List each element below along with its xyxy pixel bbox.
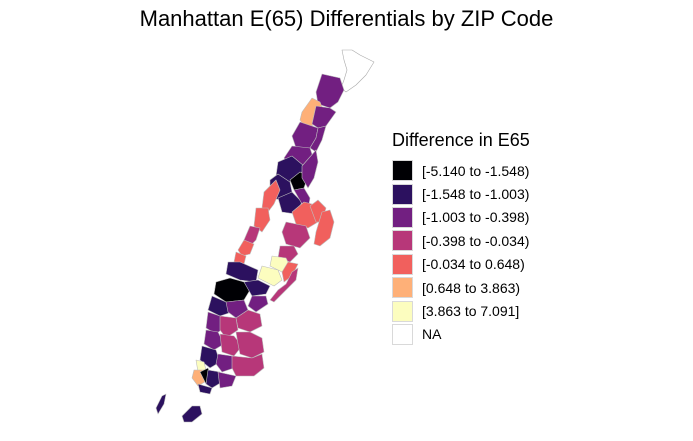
legend-label: [-1.548 to -1.003)	[422, 186, 530, 203]
legend: Difference in E65 [-5.140 to -1.548) [-1…	[392, 130, 530, 346]
legend-item: [-0.398 to -0.034)	[392, 229, 530, 252]
zip-region	[197, 383, 213, 395]
legend-swatch	[392, 230, 413, 252]
zip-region	[301, 149, 319, 189]
legend-label: [-5.140 to -1.548)	[422, 162, 530, 179]
zip-region	[313, 209, 335, 247]
zip-region	[217, 371, 237, 389]
zip-region	[215, 353, 235, 373]
zip-region	[253, 207, 271, 233]
legend-item: [-1.003 to -0.398)	[392, 206, 530, 229]
legend-item: [-0.034 to 0.648)	[392, 253, 530, 276]
zip-region	[203, 329, 225, 351]
zip-region	[199, 345, 221, 369]
zip-region	[219, 315, 239, 339]
zip-region	[181, 405, 203, 423]
legend-swatch	[392, 277, 413, 299]
zip-region	[231, 353, 265, 377]
zip-region	[281, 261, 299, 283]
legend-swatch	[392, 206, 413, 228]
legend-item: [0.648 to 3.863)	[392, 276, 530, 299]
zip-region	[311, 105, 337, 129]
legend-label: [0.648 to 3.863)	[422, 279, 521, 296]
legend-item: [3.863 to 7.091]	[392, 299, 530, 322]
legend-label: [-1.003 to -0.398)	[422, 209, 530, 226]
zip-region	[257, 265, 283, 287]
zip-region	[243, 279, 271, 297]
legend-swatch	[392, 160, 413, 182]
zip-region	[315, 73, 345, 109]
legend-item: [-5.140 to -1.548)	[392, 159, 530, 182]
zip-region	[243, 225, 261, 247]
zip-region	[213, 277, 251, 303]
legend-items: [-5.140 to -1.548) [-1.548 to -1.003) [-…	[392, 159, 530, 346]
legend-swatch	[392, 323, 413, 345]
legend-label: NA	[422, 326, 442, 343]
zip-region	[261, 179, 281, 213]
zip-region	[155, 393, 167, 415]
zip-region	[237, 239, 255, 257]
legend-item: [-1.548 to -1.003)	[392, 182, 530, 205]
legend-swatch	[392, 253, 413, 275]
zip-region	[235, 331, 265, 359]
zip-region	[219, 333, 243, 357]
legend-swatch	[392, 300, 413, 322]
map-title: Manhattan E(65) Differentials by ZIP Cod…	[139, 6, 554, 31]
legend-title: Difference in E65	[392, 130, 530, 150]
zip-region	[269, 267, 299, 303]
zip-region	[281, 221, 311, 249]
zip-region	[205, 369, 223, 389]
legend-label: [-0.034 to 0.648)	[422, 256, 525, 273]
legend-label: [3.863 to 7.091]	[422, 303, 520, 320]
legend-item: NA	[392, 323, 530, 346]
legend-swatch	[392, 183, 413, 205]
zip-region	[207, 295, 233, 317]
zip-region	[340, 49, 375, 93]
legend-label: [-0.398 to -0.034)	[422, 232, 530, 249]
zip-region	[235, 309, 263, 333]
zip-region	[247, 295, 269, 313]
